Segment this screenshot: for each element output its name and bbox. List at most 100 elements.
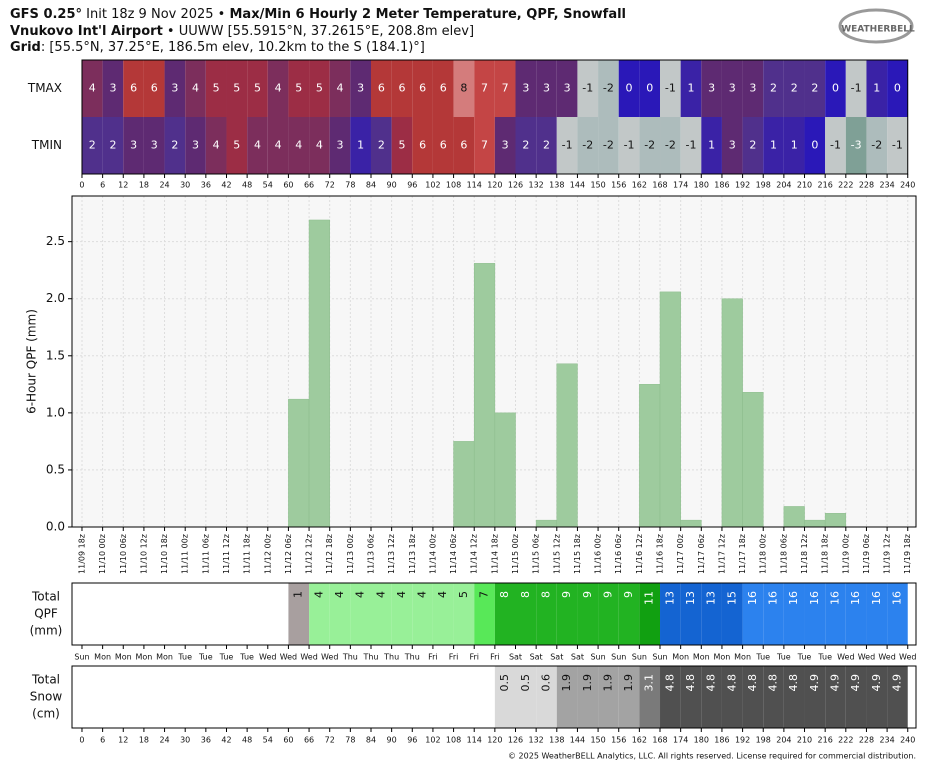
total-label: 1.9	[622, 674, 635, 692]
x-tick-label: Thu	[404, 653, 420, 662]
bar	[783, 506, 805, 528]
x-tick-label: 11/18 12z	[800, 534, 809, 574]
strip-label: Snow	[30, 690, 63, 704]
total-label: 4.8	[787, 674, 800, 692]
x-tick-label: Sat	[571, 653, 584, 662]
x-tick-label: 228	[859, 181, 874, 190]
x-tick-label: 11/13 18z	[408, 534, 417, 574]
total-cell	[370, 583, 392, 645]
x-tick-label: 144	[570, 736, 585, 745]
temp-cell	[391, 60, 413, 117]
temp-cell	[226, 117, 248, 174]
x-tick-label: Wed	[300, 653, 317, 662]
temp-label: 3	[564, 82, 571, 95]
x-tick-label: Mon	[714, 653, 731, 662]
bar	[288, 398, 310, 528]
x-tick-label: 174	[673, 181, 688, 190]
temp-cell	[825, 117, 846, 174]
y-tick-label: 2.0	[46, 291, 65, 305]
temp-cell	[309, 117, 330, 174]
bar	[639, 384, 661, 528]
total-label: 0.6	[539, 674, 552, 692]
temp-label: 2	[543, 139, 550, 152]
total-cell	[804, 583, 826, 645]
temp-label: 3	[729, 82, 736, 95]
x-tick-label: 11/13 06z	[366, 534, 375, 574]
x-tick-label: Sun	[590, 653, 605, 662]
total-label: 3.1	[643, 674, 656, 692]
temp-cell	[143, 60, 165, 117]
total-cell	[742, 666, 764, 728]
logo-swirl	[838, 8, 914, 44]
temp-label: 1	[770, 139, 777, 152]
total-cell	[350, 583, 371, 645]
total-cell	[618, 583, 640, 645]
temp-label: 3	[151, 139, 158, 152]
temp-label: 6	[398, 82, 405, 95]
temp-cell	[329, 60, 351, 117]
x-tick-label: Fri	[428, 653, 438, 662]
x-tick-label: 168	[652, 736, 667, 745]
total-cell	[763, 583, 784, 645]
header-line-3: Grid: [55.5°N, 37.25°E, 186.5m elev, 10.…	[10, 40, 425, 55]
x-tick-label: 11/18 18z	[821, 534, 830, 574]
temp-label: 4	[213, 139, 220, 152]
temp-cell	[515, 117, 537, 174]
total-cell	[536, 583, 557, 645]
x-tick-label: Sat	[530, 653, 543, 662]
temp-cell	[680, 117, 702, 174]
footer: © 2025 WeatherBELL Analytics, LLC. All r…	[508, 752, 916, 761]
x-tick-label: 11/15 18z	[573, 534, 582, 574]
temp-cell	[721, 117, 743, 174]
x-tick-label: 114	[467, 736, 482, 745]
x-tick-label: 11/19 18z	[903, 534, 912, 574]
x-tick-label: 96	[407, 736, 417, 745]
x-tick-label: Mon	[94, 653, 111, 662]
x-tick-label: 11/19 12z	[883, 534, 892, 574]
x-tick-label: 12	[118, 181, 128, 190]
x-tick-label: 150	[590, 736, 605, 745]
x-tick-label: 144	[570, 181, 585, 190]
y-tick-label: 1.5	[46, 348, 65, 362]
strip-label: (cm)	[32, 707, 60, 721]
x-tick-label: 11/15 12z	[552, 534, 561, 574]
x-tick-label: 126	[508, 736, 523, 745]
x-tick-label: 192	[735, 181, 750, 190]
temp-label: 2	[791, 82, 798, 95]
x-tick-label: 54	[263, 736, 273, 745]
temp-label: 4	[275, 139, 282, 152]
x-tick-label: 60	[283, 736, 293, 745]
temp-cell	[288, 60, 310, 117]
total-label: 1.9	[560, 674, 573, 692]
init: Init 18z 9 Nov 2025 •	[82, 7, 229, 22]
temp-label: -2	[644, 139, 655, 152]
x-tick-label: 186	[714, 736, 729, 745]
temp-label: 0	[832, 82, 839, 95]
x-tick-label: Wed	[837, 653, 854, 662]
x-tick-label: 120	[487, 181, 502, 190]
x-tick-label: 210	[797, 181, 812, 190]
x-tick-label: 222	[838, 181, 853, 190]
temp-cell	[763, 117, 784, 174]
total-cell	[783, 666, 805, 728]
x-tick-label: 216	[818, 736, 833, 745]
x-tick-label: Mon	[734, 653, 751, 662]
temp-cell	[618, 60, 640, 117]
temp-label: -1	[685, 139, 696, 152]
temp-label: -1	[665, 82, 676, 95]
total-label: 9	[560, 591, 573, 598]
temp-cell	[247, 117, 268, 174]
x-tick-label: 11/14 18z	[490, 534, 499, 574]
temp-cell	[102, 117, 124, 174]
temp-label: -2	[665, 139, 676, 152]
x-tick-label: 162	[632, 736, 647, 745]
x-tick-label: 78	[345, 736, 355, 745]
x-tick-label: 198	[756, 181, 771, 190]
total-label: 15	[725, 591, 738, 605]
temp-label: 0	[646, 82, 653, 95]
x-tick-label: 72	[325, 181, 335, 190]
y-tick-label: 1.0	[46, 405, 65, 419]
x-tick-label: 11/11 18z	[243, 534, 252, 574]
x-tick-label: 11/12 00z	[263, 534, 272, 574]
total-cell	[742, 583, 764, 645]
